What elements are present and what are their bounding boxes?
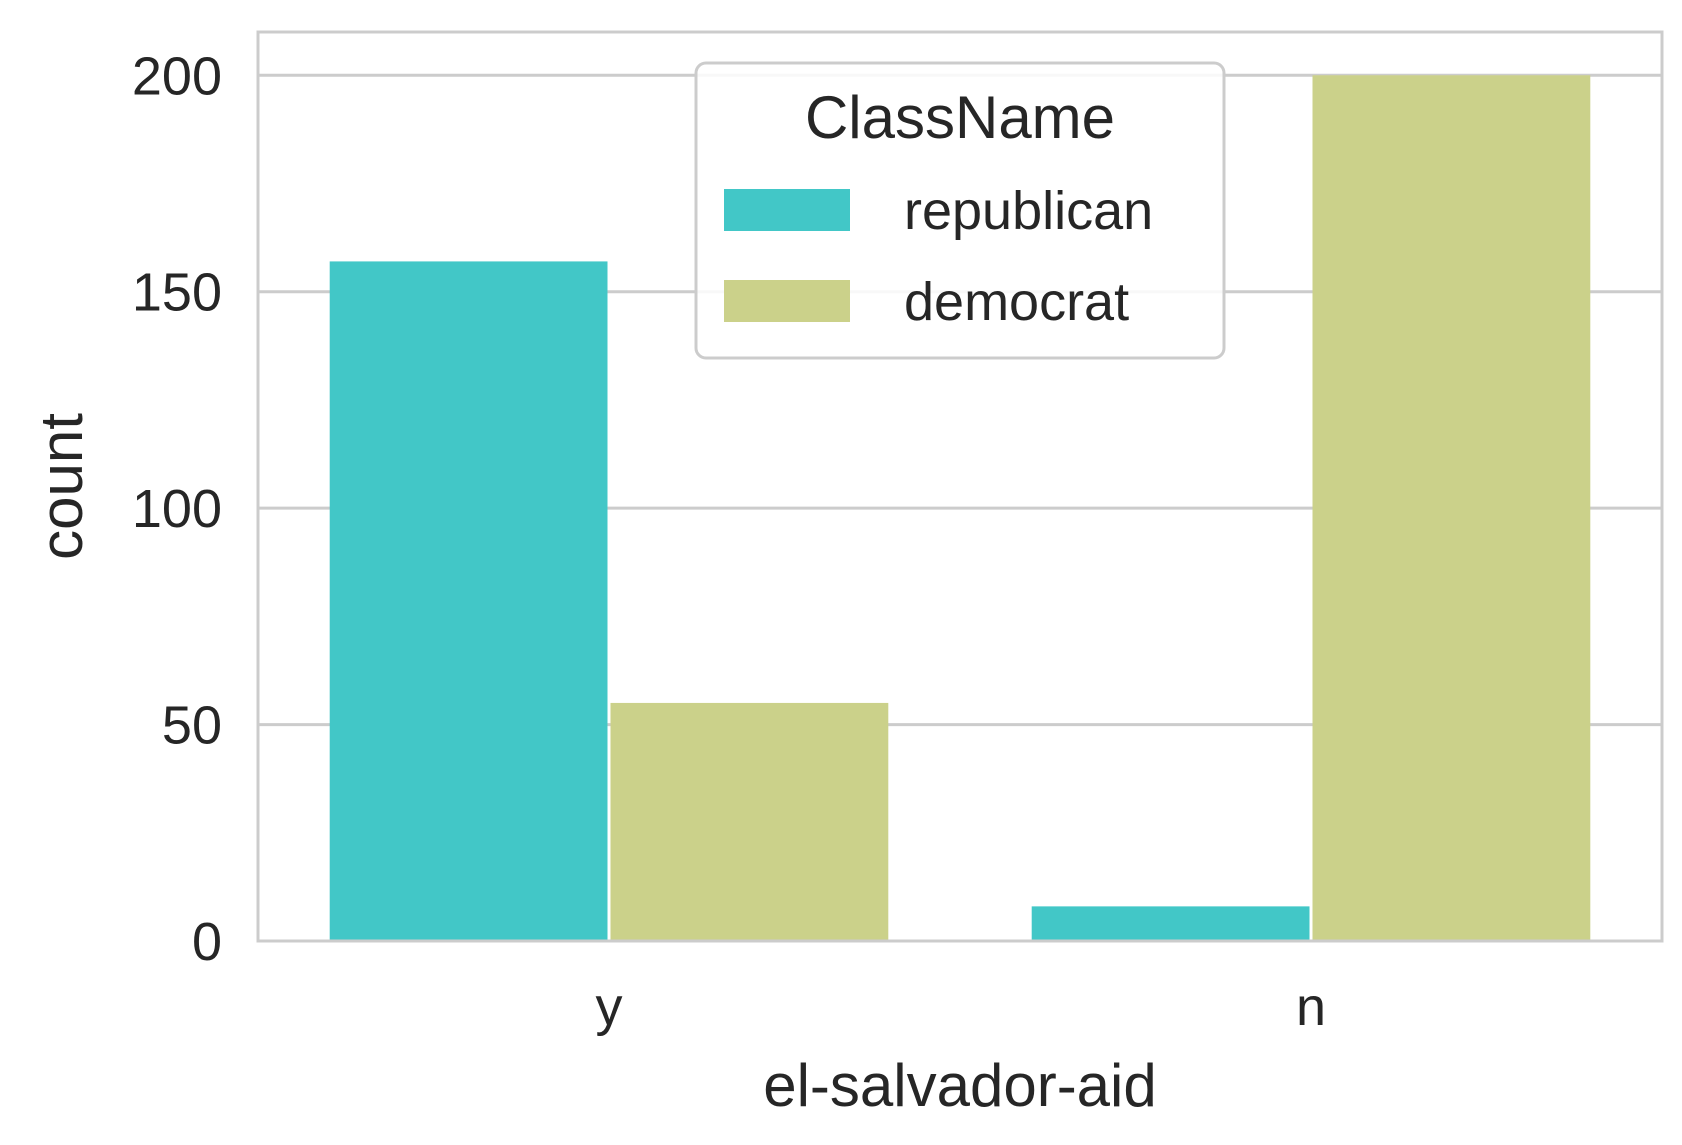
x-tick-label: y (596, 977, 623, 1037)
y-tick-label: 0 (192, 912, 222, 972)
y-axis-ticks: 0 50 100 150 200 (132, 46, 222, 972)
y-tick-label: 150 (132, 263, 222, 323)
legend-title: ClassName (805, 84, 1115, 151)
legend-items: republican democrat (724, 181, 1153, 332)
legend-swatch-democrat (724, 280, 850, 322)
y-tick-label: 200 (132, 46, 222, 106)
bar-republican-n (1031, 906, 1310, 941)
x-axis-label: el-salvador-aid (763, 1052, 1157, 1119)
y-axis-label: count (28, 413, 95, 560)
legend-swatch-republican (724, 189, 850, 231)
bar-republican-y (329, 261, 608, 941)
legend: ClassName republican democrat (694, 61, 1226, 360)
bars (329, 75, 1591, 942)
x-tick-label: n (1296, 977, 1326, 1037)
legend-label-republican: republican (904, 181, 1153, 241)
legend-label-democrat: democrat (904, 272, 1129, 332)
plot-frame (256, 30, 1664, 943)
y-tick-label: 50 (162, 696, 222, 756)
y-tick-label: 100 (132, 479, 222, 539)
bar-democrat-n (1312, 75, 1591, 942)
bar-democrat-y (610, 702, 889, 941)
